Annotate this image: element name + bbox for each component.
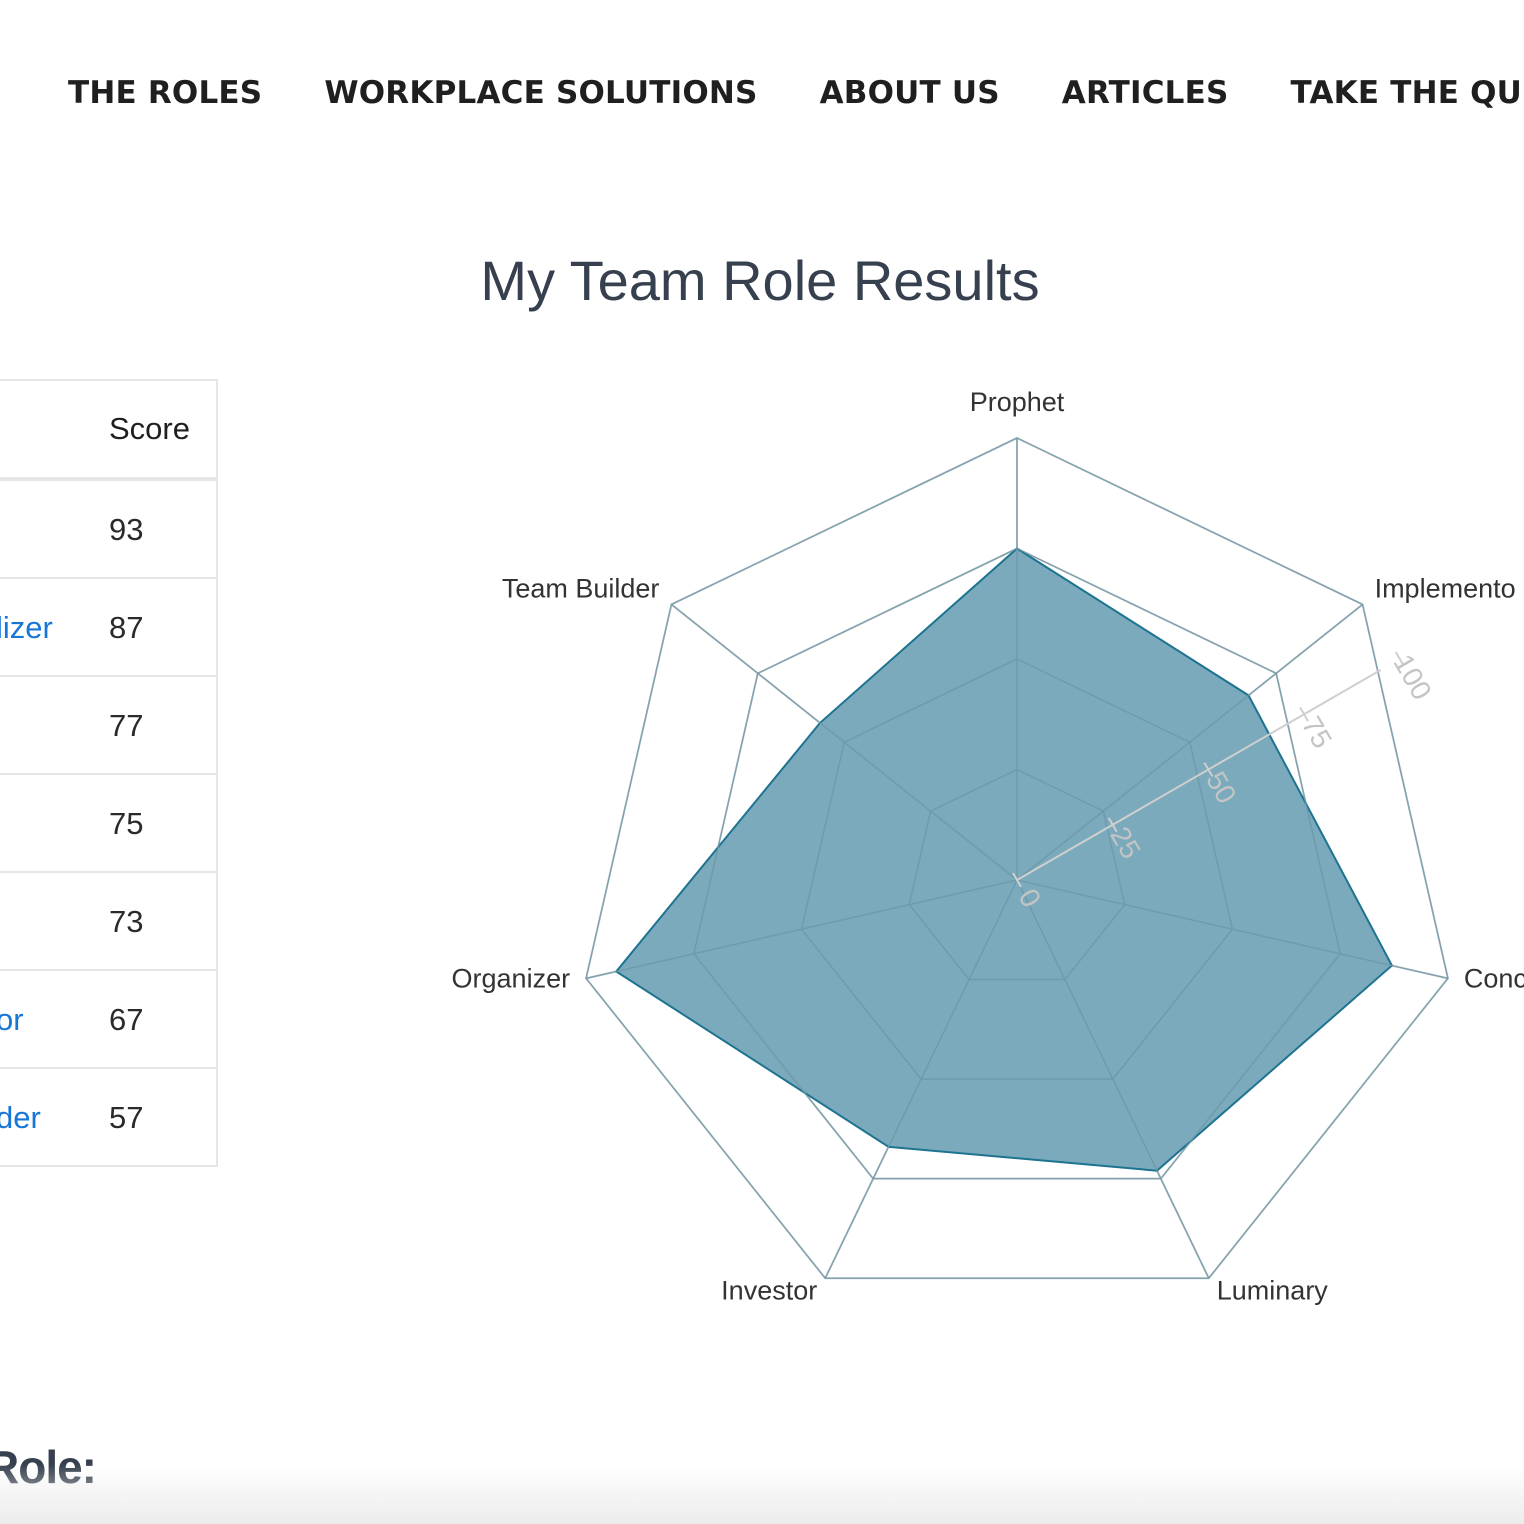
nav-item-take-the-quiz[interactable]: TAKE THE QUIZ — [1290, 75, 1524, 111]
grid-spoke-overlay — [585, 879, 1018, 980]
grid-spoke-overlay — [824, 879, 1018, 1279]
table-row: lizer 87 — [0, 579, 216, 677]
category-label: Conc — [1464, 963, 1524, 993]
radial-tick-label: 100 — [1388, 649, 1438, 705]
grid-spoke — [1016, 879, 1210, 1279]
radial-tick-label: 75 — [1296, 711, 1338, 753]
grid-ring — [908, 768, 1126, 981]
nav-item-the-roles[interactable]: THE ROLES — [68, 75, 263, 111]
grid-spoke — [585, 879, 1018, 980]
table-row: 75 — [0, 775, 216, 873]
page-title: My Team Role Results — [480, 249, 1040, 312]
score-value: 57 — [109, 1100, 144, 1135]
grid-spoke — [1016, 603, 1364, 881]
category-label: Organizer — [452, 963, 571, 993]
grid-spoke-overlay — [1016, 879, 1449, 980]
table-row: der 57 — [0, 1069, 216, 1167]
nav-item-articles[interactable]: ARTICLES — [1061, 75, 1229, 111]
category-label: Implemento — [1375, 574, 1516, 604]
radial-tick-mark — [1107, 817, 1118, 833]
radial-tick-label: 50 — [1200, 766, 1242, 808]
score-column-header: Score — [109, 411, 190, 446]
category-label: Investor — [721, 1275, 817, 1305]
role-link[interactable]: or — [0, 1002, 24, 1037]
grid-ring — [584, 436, 1450, 1280]
series-area — [614, 547, 1394, 1172]
nav-item-workplace-solutions[interactable]: WORKPLACE SOLUTIONS — [324, 75, 758, 111]
grid-ring — [800, 657, 1234, 1081]
radial-tick-mark — [1394, 651, 1405, 667]
grid-spoke — [1016, 879, 1449, 980]
category-label: Luminary — [1217, 1275, 1329, 1305]
bottom-fade — [0, 1464, 1524, 1524]
radial-tick-mark — [1299, 706, 1309, 722]
table-row: 73 — [0, 873, 216, 971]
radial-axis-line — [1016, 669, 1382, 881]
grid-ring-overlay — [908, 768, 1126, 981]
table-row: 77 — [0, 677, 216, 775]
radial-tick-mark — [1203, 762, 1214, 777]
radar-series — [585, 437, 1449, 1279]
radial-tick-mark — [1012, 872, 1022, 888]
nav-item-about-us[interactable]: ABOUT US — [819, 75, 1000, 111]
category-label: Prophet — [970, 387, 1065, 417]
score-value: 73 — [109, 904, 144, 939]
grid-spoke-overlay — [670, 603, 1018, 881]
score-value: 77 — [109, 708, 144, 743]
grid-ring-overlay — [692, 547, 1342, 1180]
grid-spoke — [824, 879, 1018, 1279]
table-row: 93 — [0, 481, 216, 579]
score-value: 93 — [109, 512, 144, 547]
table-header: Score — [0, 381, 216, 481]
role-link[interactable]: lizer — [0, 610, 53, 645]
role-link[interactable]: der — [0, 1100, 41, 1135]
grid-ring-overlay — [800, 658, 1234, 1080]
score-table: Score 93 lizer 87 77 75 73 or 67 der 57 — [0, 379, 218, 1167]
score-value: 87 — [109, 610, 144, 645]
grid-spoke-overlay — [1016, 603, 1364, 881]
radar-grid — [584, 436, 1450, 1280]
grid-spoke-overlay — [1016, 879, 1210, 1279]
grid-ring-overlay — [585, 437, 1449, 1279]
radial-tick-label: 25 — [1104, 822, 1146, 864]
radial-tick-label: 0 — [1013, 884, 1048, 913]
score-value: 67 — [109, 1002, 144, 1037]
table-row: or 67 — [0, 971, 216, 1069]
grid-spoke — [670, 603, 1018, 881]
category-label: Team Builder — [502, 574, 660, 604]
main-nav: THE ROLES WORKPLACE SOLUTIONS ABOUT US A… — [68, 68, 1524, 118]
grid-ring — [692, 547, 1342, 1180]
radial-ticks: 0 25 50 75 100 — [1012, 649, 1438, 913]
category-labels: Prophet Implemento Conc Luminary Investor Org… — [452, 387, 1524, 1305]
score-value: 75 — [109, 806, 144, 841]
